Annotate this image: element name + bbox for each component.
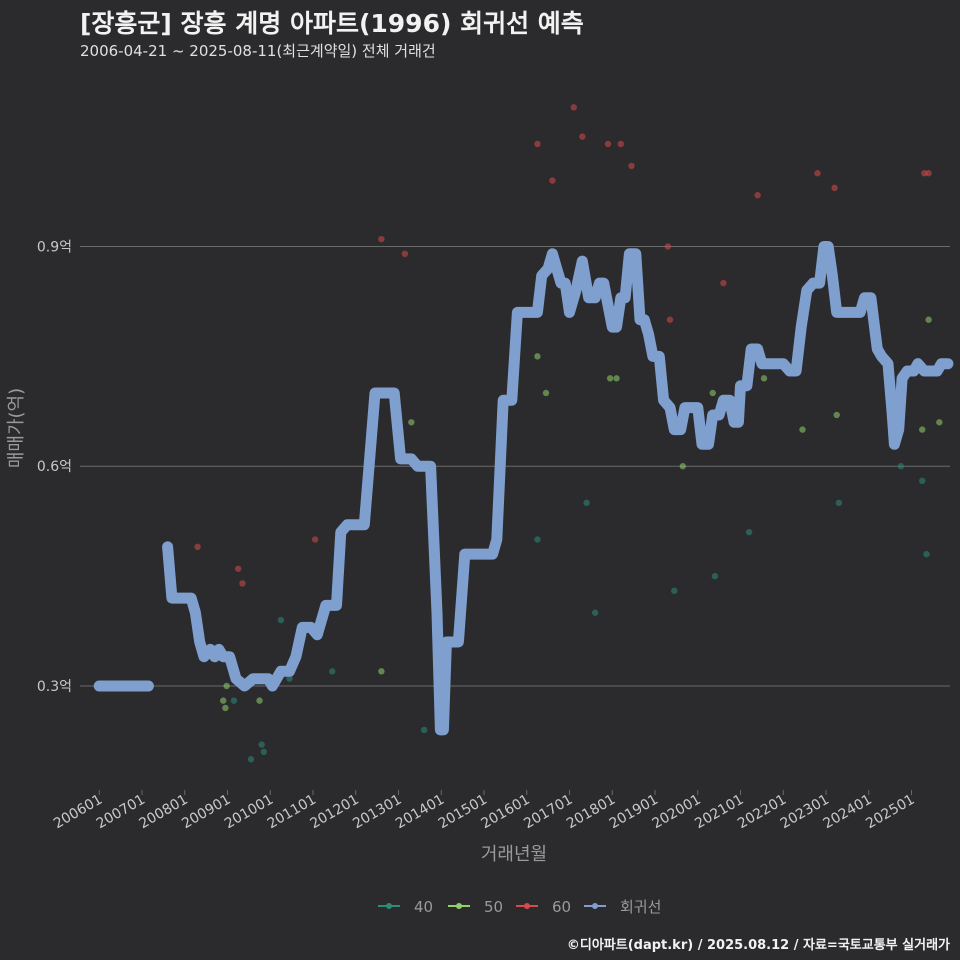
scatter-point-50 xyxy=(542,389,550,397)
legend: 40 50 60 회귀선 xyxy=(378,898,661,916)
scatter-point-60 xyxy=(754,192,761,199)
legend-label: 40 xyxy=(414,898,433,916)
x-axis-title: 거래년월 xyxy=(481,844,547,865)
scatter-point-60 xyxy=(617,140,625,148)
scatter-point-60 xyxy=(401,250,409,258)
scatter-point-40 xyxy=(583,499,590,507)
scatter-point-50 xyxy=(408,419,415,426)
scatter-point-50 xyxy=(799,426,806,433)
scatter-point-50 xyxy=(760,375,768,382)
scatter-point-60 xyxy=(311,536,319,543)
chart-caption: ©디아파트(dapt.kr) / 2025.08.12 / 자료=국토교통부 실… xyxy=(566,938,950,953)
scatter-point-50 xyxy=(256,697,263,704)
scatter-point-40 xyxy=(534,536,541,543)
chart-title: [장흥군] 장흥 계명 아파트(1996) 회귀선 예측 xyxy=(80,9,584,38)
scatter-point-50 xyxy=(613,375,620,382)
scatter-point-40 xyxy=(420,726,428,734)
y-axis-title: 매매가(억) xyxy=(6,388,27,468)
legend-label: 60 xyxy=(552,898,571,916)
y-axis-ticks: 0.3억 0.6억 0.9억 xyxy=(37,239,72,695)
scatter-point-40 xyxy=(286,675,293,682)
scatter-point-40 xyxy=(258,741,265,748)
scatter-point-60 xyxy=(831,184,838,192)
regression-line xyxy=(162,241,954,736)
scatter-point-50 xyxy=(222,704,229,712)
scatter-point-60 xyxy=(628,162,635,170)
scatter-points xyxy=(194,104,943,763)
chart-subtitle: 2006-04-21 ~ 2025-08-11(최근계약일) 전체 거래건 xyxy=(80,42,436,60)
scatter-point-50 xyxy=(534,353,541,360)
scatter-point-40 xyxy=(897,463,905,470)
scatter-point-60 xyxy=(570,104,577,111)
scatter-point-40 xyxy=(745,528,753,536)
y-tick-label: 0.3억 xyxy=(37,679,72,695)
x-axis-ticks: 2006012007012008012009012010012011012012… xyxy=(51,790,918,832)
scatter-point-50 xyxy=(220,697,227,704)
scatter-point-50 xyxy=(919,426,926,433)
scatter-point-50 xyxy=(709,389,716,397)
scatter-point-50 xyxy=(223,682,230,690)
scatter-point-40 xyxy=(671,587,678,594)
scatter-point-40 xyxy=(835,499,843,507)
scatter-point-60 xyxy=(234,565,242,572)
scatter-point-40 xyxy=(230,697,238,704)
scatter-point-60 xyxy=(534,140,541,148)
y-tick-label: 0.9억 xyxy=(37,239,72,255)
scatter-point-50 xyxy=(378,668,385,675)
scatter-point-60 xyxy=(925,170,932,177)
legend-label: 50 xyxy=(484,898,503,916)
scatter-point-40 xyxy=(260,748,268,756)
y-tick-label: 0.6억 xyxy=(37,459,72,475)
scatter-point-60 xyxy=(239,580,246,587)
regression-line-group xyxy=(93,241,954,736)
scatter-point-60 xyxy=(549,177,556,184)
scatter-point-60 xyxy=(378,235,385,243)
legend-marker-1 xyxy=(456,903,462,909)
scatter-point-50 xyxy=(925,316,932,323)
legend-marker-2 xyxy=(524,903,530,909)
scatter-point-60 xyxy=(194,543,201,551)
legend-marker-3 xyxy=(592,903,598,909)
scatter-point-60 xyxy=(604,140,612,148)
scatter-point-40 xyxy=(919,477,926,485)
scatter-point-50 xyxy=(679,463,687,470)
legend-label: 회귀선 xyxy=(620,898,661,916)
scatter-point-40 xyxy=(329,668,336,675)
scatter-point-60 xyxy=(579,133,586,140)
scatter-point-40 xyxy=(591,609,599,616)
x-tick-label: 202501 xyxy=(863,792,917,833)
scatter-point-50 xyxy=(606,375,614,382)
scatter-point-40 xyxy=(711,572,719,580)
scatter-point-50 xyxy=(833,411,840,419)
scatter-point-60 xyxy=(666,316,674,323)
scatter-point-40 xyxy=(247,756,255,763)
scatter-point-60 xyxy=(720,279,727,287)
scatter-point-60 xyxy=(814,170,821,177)
scatter-point-40 xyxy=(277,616,285,624)
scatter-point-60 xyxy=(664,243,672,250)
scatter-point-40 xyxy=(923,550,930,558)
scatter-point-50 xyxy=(936,419,943,426)
legend-marker-0 xyxy=(386,903,392,909)
